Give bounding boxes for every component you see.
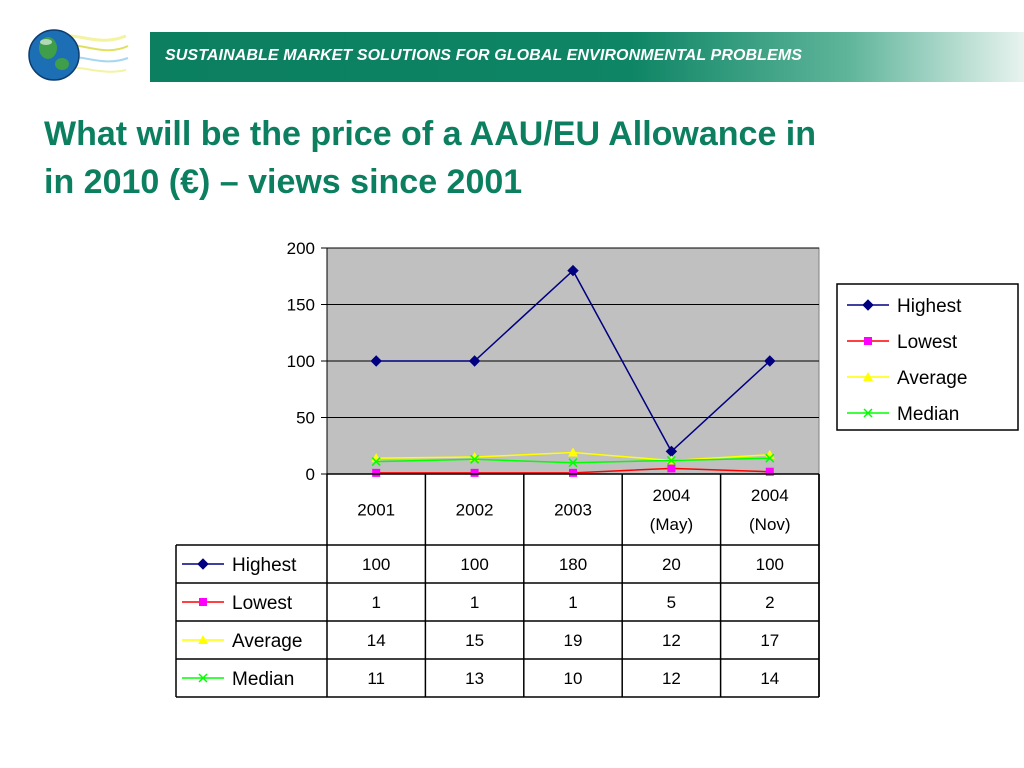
series-median-table-label: Median	[232, 669, 294, 690]
series-highest-point	[567, 264, 579, 277]
y-tick-label: 0	[306, 465, 315, 484]
series-highest-point	[468, 355, 481, 367]
series-lowest-table-key-marker	[199, 598, 207, 606]
series-median-table-key-marker	[198, 673, 208, 683]
series-median-point	[371, 457, 381, 467]
data-label: 11	[367, 669, 385, 688]
data-label: 12	[662, 669, 681, 688]
y-tick-label: 100	[287, 352, 315, 371]
legend-entry: Lowest	[897, 332, 958, 353]
data-label: 1	[371, 593, 380, 612]
series-lowest-point	[765, 467, 774, 476]
series-lowest-point	[569, 468, 577, 477]
data-label: 12	[662, 631, 681, 650]
data-label: 2	[765, 593, 774, 612]
series-highest-table-label: Highest	[232, 555, 297, 576]
y-tick-label: 50	[296, 409, 315, 428]
data-label: 100	[756, 555, 784, 574]
series-median-point	[568, 458, 578, 468]
series-median-point	[470, 454, 480, 464]
data-label: 17	[760, 631, 779, 650]
x-tick-label: 2003	[554, 501, 592, 520]
legend-entry: Average	[897, 368, 967, 389]
data-label: 15	[465, 631, 484, 650]
data-label: 10	[564, 669, 583, 688]
data-label: 100	[460, 555, 488, 574]
series-lowest-point	[470, 468, 479, 477]
data-label: 5	[667, 593, 676, 612]
data-label: 13	[465, 669, 484, 688]
data-label: 100	[362, 555, 390, 574]
series-highest-table-key-marker	[197, 558, 209, 570]
legend-entry: Median	[897, 404, 959, 425]
data-label: 180	[559, 555, 587, 574]
series-lowest-table-label: Lowest	[232, 593, 293, 614]
x-tick-label: 2001	[357, 501, 395, 520]
x-tick-label: 2004	[751, 486, 789, 505]
data-label: 1	[568, 593, 577, 612]
globe-logo-icon	[28, 29, 129, 81]
data-label: 1	[470, 593, 479, 612]
data-label: 20	[662, 555, 681, 574]
series-lowest-point	[372, 468, 381, 477]
x-tick-label: (Nov)	[749, 515, 791, 534]
legend-entry: Highest	[897, 296, 962, 317]
x-tick-label: (May)	[650, 515, 693, 534]
data-label: 19	[564, 631, 583, 650]
series-median-point	[765, 453, 775, 463]
banner-text: SUSTAINABLE MARKET SOLUTIONS FOR GLOBAL …	[165, 47, 803, 64]
series-median-legend-marker	[863, 408, 873, 418]
series-average-point	[568, 447, 578, 457]
header-banner: SUSTAINABLE MARKET SOLUTIONS FOR GLOBAL …	[150, 32, 1024, 82]
y-tick-label: 150	[287, 296, 315, 315]
x-tick-label: 2002	[456, 501, 494, 520]
series-highest-legend-marker	[862, 299, 874, 311]
x-tick-label: 2004	[652, 486, 690, 505]
series-average-table-key-marker	[198, 635, 208, 644]
series-lowest-legend-marker	[864, 337, 872, 345]
series-median-point	[666, 455, 676, 465]
series-highest-point	[764, 355, 776, 367]
slide-title: What will be the price of a AAU/EU Allow…	[44, 115, 817, 201]
data-label: 14	[760, 669, 779, 688]
y-tick-label: 200	[287, 239, 315, 258]
series-highest-point	[370, 355, 382, 367]
series-average-table-label: Average	[232, 631, 302, 652]
series-average-legend-marker	[863, 372, 873, 381]
data-label: 14	[367, 631, 386, 650]
series-lowest-point	[667, 464, 676, 473]
